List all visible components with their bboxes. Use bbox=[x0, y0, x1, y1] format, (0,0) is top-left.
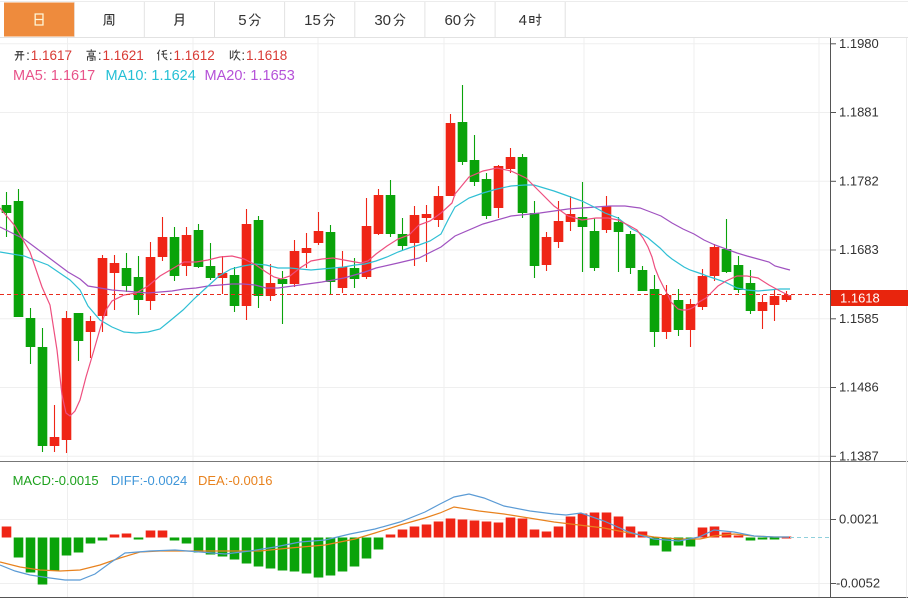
svg-text:1.1617: 1.1617 bbox=[31, 48, 72, 63]
svg-text:1.1881: 1.1881 bbox=[839, 105, 879, 120]
svg-text::: : bbox=[241, 48, 245, 63]
svg-text::: : bbox=[26, 48, 30, 63]
svg-text:15: 15 bbox=[304, 12, 321, 29]
svg-text:1.1618: 1.1618 bbox=[246, 48, 287, 63]
svg-text:1.1486: 1.1486 bbox=[839, 380, 879, 395]
svg-text:1.1980: 1.1980 bbox=[839, 36, 879, 51]
svg-text:1.1782: 1.1782 bbox=[839, 174, 879, 189]
svg-text:-0.0052: -0.0052 bbox=[836, 576, 880, 591]
svg-text::: : bbox=[169, 48, 173, 63]
svg-text:30: 30 bbox=[374, 12, 391, 29]
svg-text:5: 5 bbox=[238, 12, 246, 29]
svg-text:MA20: 1.1653: MA20: 1.1653 bbox=[205, 68, 295, 84]
svg-text:1.1618: 1.1618 bbox=[840, 291, 880, 306]
svg-text:MA10: 1.1624: MA10: 1.1624 bbox=[106, 68, 196, 84]
svg-text:0.0021: 0.0021 bbox=[839, 512, 879, 527]
svg-text:MA5: 1.1617: MA5: 1.1617 bbox=[13, 68, 95, 84]
svg-text:1.1387: 1.1387 bbox=[839, 449, 879, 464]
svg-text:1.1683: 1.1683 bbox=[839, 242, 879, 257]
svg-text:MACD:-0.0015: MACD:-0.0015 bbox=[13, 473, 99, 488]
svg-text:1.1585: 1.1585 bbox=[839, 311, 879, 326]
svg-text::: : bbox=[98, 48, 102, 63]
svg-text:1.1621: 1.1621 bbox=[103, 48, 144, 63]
svg-text:DEA:-0.0016: DEA:-0.0016 bbox=[198, 473, 272, 488]
svg-text:DIFF:-0.0024: DIFF:-0.0024 bbox=[111, 473, 188, 488]
svg-text:4: 4 bbox=[519, 12, 527, 29]
svg-text:60: 60 bbox=[444, 12, 461, 29]
svg-text:1.1612: 1.1612 bbox=[174, 48, 215, 63]
